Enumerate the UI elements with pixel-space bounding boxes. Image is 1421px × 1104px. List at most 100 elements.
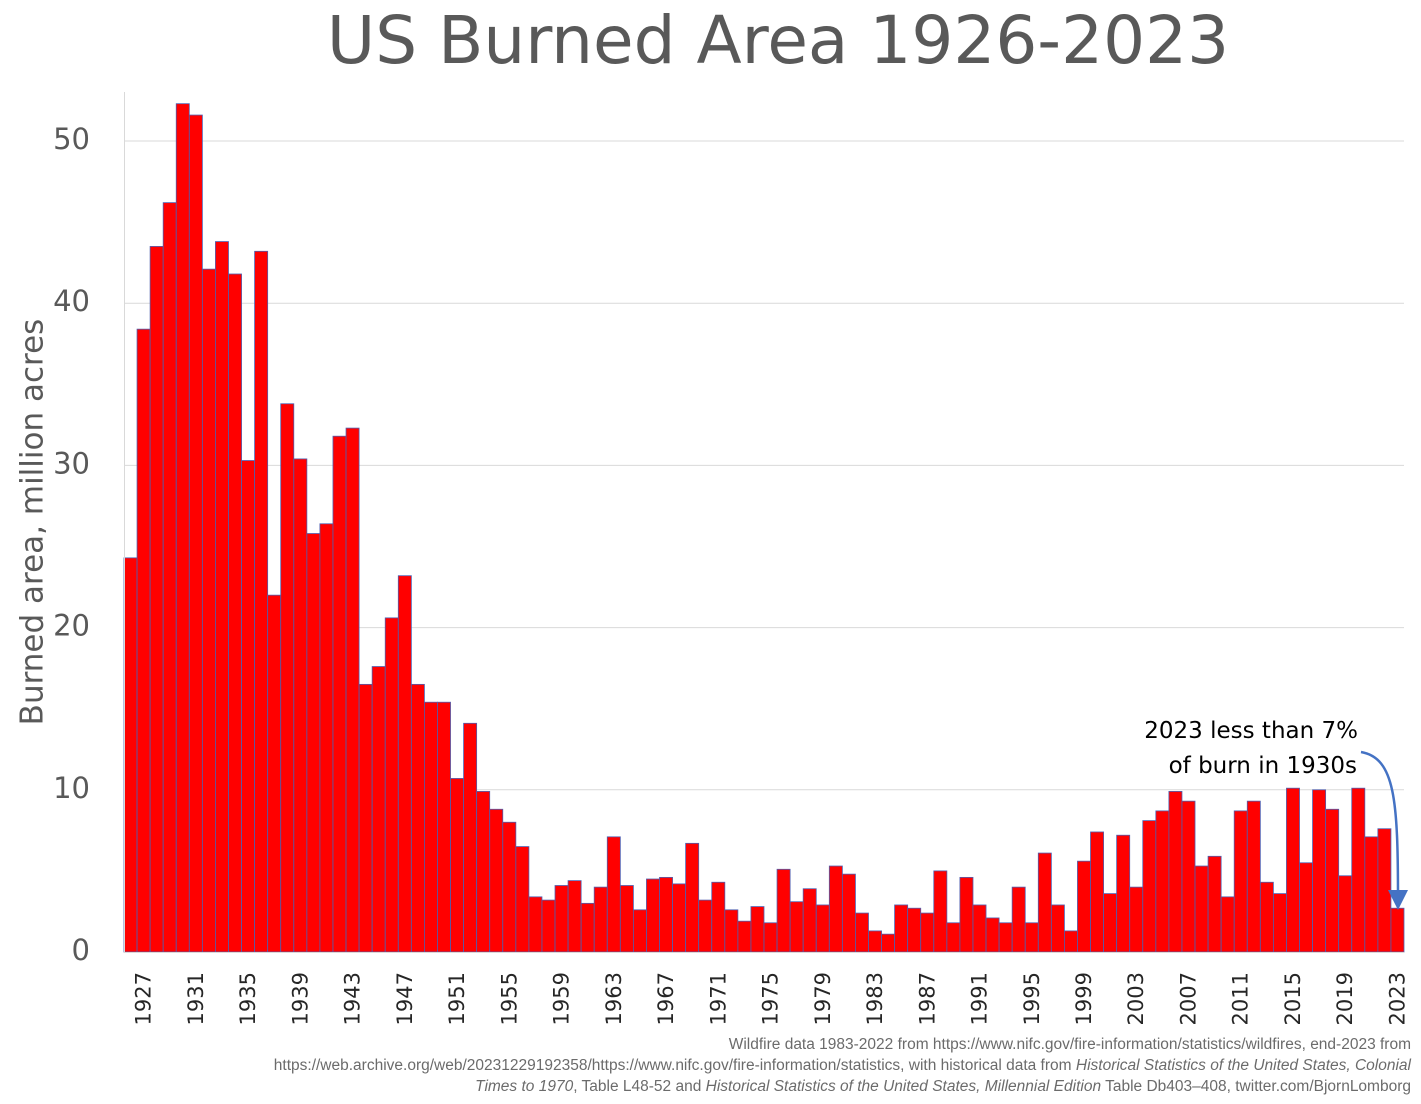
bar-1927 (136, 328, 151, 953)
bar-1974 (750, 906, 765, 953)
source-note-line-2: https://web.archive.org/web/202312291923… (274, 1057, 1411, 1075)
bar-1940 (306, 533, 321, 953)
x-tick-label: 1939 (288, 972, 312, 1025)
bar-1961 (580, 902, 595, 953)
bar-2000 (1090, 831, 1104, 953)
annotation-line-1: 2023 less than 7% (1144, 718, 1358, 744)
bar-1943 (345, 427, 360, 953)
source-text: Table Db403–408, twitter.com/BjornLombor… (1101, 1078, 1411, 1095)
bar-1950 (437, 701, 451, 953)
x-tick-labels: 1927 1931 1935 1939 1943 1947 1951 1955 1959 1963… (132, 972, 1410, 1025)
x-tick-label: 1927 (132, 972, 156, 1025)
bar-1969 (685, 842, 700, 953)
bar-1939 (293, 458, 308, 953)
bar-1989 (946, 922, 961, 953)
bar-2003 (1129, 886, 1144, 953)
x-tick-label: 1983 (863, 972, 887, 1025)
bar-1971 (711, 881, 726, 953)
x-tick-label: 1963 (602, 972, 626, 1025)
chart-title: US Burned Area 1926-2023 (326, 2, 1230, 79)
bar-1996 (1037, 852, 1052, 953)
bar-2001 (1103, 893, 1118, 953)
bar-2005 (1155, 810, 1170, 953)
bar-1986 (907, 907, 922, 953)
bar-1975 (763, 922, 778, 953)
bar-2010 (1220, 896, 1235, 953)
bar-1997 (1050, 904, 1065, 953)
bar-1960 (567, 880, 582, 953)
bar-1998 (1064, 930, 1078, 953)
y-tick-labels: 0 10 20 30 40 50 (53, 122, 90, 967)
bar-2002 (1116, 834, 1131, 953)
bar-1959 (554, 885, 569, 953)
bar-1962 (593, 886, 608, 953)
bar-1995 (1024, 922, 1039, 953)
x-tick-label: 2023 (1386, 972, 1410, 1025)
annotation-line-2: of burn in 1930s (1169, 753, 1357, 779)
x-tick-label: 1943 (341, 972, 365, 1025)
y-tick-label: 40 (53, 284, 90, 318)
bar-1985 (894, 904, 909, 953)
bar-2018 (1325, 808, 1340, 953)
bar-1935 (241, 460, 256, 953)
bar-1946 (384, 617, 399, 953)
bars (123, 103, 1405, 953)
bar-2011 (1233, 810, 1248, 953)
bar-1999 (1077, 860, 1091, 953)
source-book-title: Historical Statistics of the United Stat… (1075, 1057, 1411, 1074)
x-tick-label: 1947 (393, 972, 417, 1025)
bar-1977 (789, 901, 804, 953)
bar-1934 (228, 273, 242, 953)
source-text: Wildfire data 1983-2022 from https://www… (728, 1036, 1411, 1053)
bar-1979 (815, 904, 830, 953)
bar-1964 (619, 885, 634, 953)
bar-1973 (737, 920, 752, 953)
bar-1954 (489, 808, 504, 953)
y-tick-label: 0 (72, 933, 90, 967)
bar-2016 (1299, 862, 1313, 953)
x-tick-label: 1971 (706, 972, 730, 1025)
bar-1932 (201, 268, 216, 953)
bar-1951 (450, 778, 464, 953)
bar-2015 (1286, 787, 1300, 953)
bar-2022 (1377, 828, 1392, 953)
bar-1930 (175, 103, 190, 953)
source-text: , Table L48-52 and (573, 1078, 706, 1095)
bar-2023 (1390, 907, 1405, 953)
bar-2006 (1168, 791, 1183, 953)
bar-1981 (841, 873, 856, 953)
bar-1952 (463, 722, 478, 953)
bar-1957 (528, 896, 543, 953)
bar-1992 (985, 917, 1000, 953)
bar-1945 (371, 666, 386, 953)
bar-2019 (1338, 875, 1353, 953)
bar-1988 (933, 870, 948, 953)
x-tick-label: 1999 (1072, 972, 1096, 1025)
bar-2009 (1207, 855, 1222, 953)
bar-1938 (280, 403, 295, 953)
bar-1933 (215, 241, 229, 953)
y-axis-label: Burned area, million acres (15, 319, 51, 726)
bar-1966 (646, 878, 660, 953)
bar-1983 (868, 930, 882, 953)
bar-2017 (1312, 789, 1327, 953)
source-book-title: Times to 1970 (475, 1078, 574, 1095)
bar-1928 (149, 246, 164, 953)
x-tick-label: 1935 (236, 972, 260, 1025)
bar-1947 (397, 575, 412, 953)
bar-1955 (502, 821, 517, 953)
bar-1937 (267, 594, 282, 953)
bar-1993 (998, 922, 1013, 953)
bar-2013 (1259, 881, 1274, 953)
x-tick-label: 1975 (759, 972, 783, 1025)
bar-1958 (541, 899, 556, 953)
bar-2007 (1181, 800, 1196, 953)
bar-1929 (162, 202, 177, 953)
source-note-line-3: Times to 1970, Table L48-52 and Historic… (475, 1078, 1411, 1096)
x-tick-label: 1959 (550, 972, 574, 1025)
bar-1936 (254, 250, 269, 953)
bar-1984 (881, 933, 896, 953)
bar-1931 (188, 114, 203, 953)
x-tick-label: 1955 (497, 972, 521, 1025)
